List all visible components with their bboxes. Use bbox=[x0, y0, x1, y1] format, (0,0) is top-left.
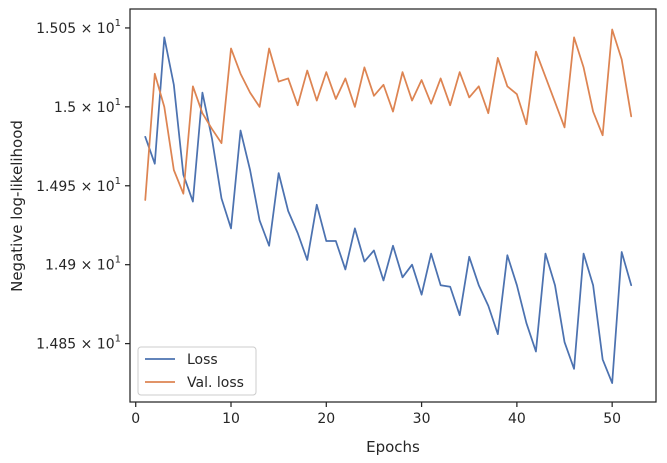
x-tick-label: 0 bbox=[131, 411, 140, 427]
series-line-val-loss bbox=[144, 28, 633, 201]
plot-frame bbox=[129, 8, 657, 403]
y-tick-label: 1.505 × 101 bbox=[36, 18, 121, 37]
x-tick-label: 50 bbox=[603, 411, 621, 427]
legend-label-val-loss: Val. loss bbox=[187, 375, 244, 391]
x-tick-label: 40 bbox=[508, 411, 526, 427]
y-tick-label: 1.49 × 101 bbox=[45, 255, 121, 274]
x-axis-title: Epochs bbox=[366, 438, 420, 456]
x-tick-label: 20 bbox=[317, 411, 335, 427]
y-tick-label: 1.485 × 101 bbox=[36, 334, 121, 353]
y-ticks: 1.485 × 101 1.49 × 101 1.495 × 101 1.5 × 10… bbox=[36, 18, 130, 353]
y-tick-label: 1.495 × 101 bbox=[36, 176, 121, 195]
legend: Loss Val. loss bbox=[137, 346, 257, 396]
series-line-loss bbox=[144, 36, 633, 384]
legend-label-loss: Loss bbox=[187, 352, 218, 368]
y-axis-title: Negative log-likelihood bbox=[8, 120, 26, 292]
y-tick-label: 1.5 × 101 bbox=[54, 97, 121, 116]
series-layer bbox=[144, 28, 633, 384]
plot-background bbox=[130, 9, 656, 402]
x-ticks: 0 10 20 30 40 50 bbox=[131, 402, 621, 427]
x-tick-label: 30 bbox=[413, 411, 431, 427]
x-tick-label: 10 bbox=[222, 411, 240, 427]
